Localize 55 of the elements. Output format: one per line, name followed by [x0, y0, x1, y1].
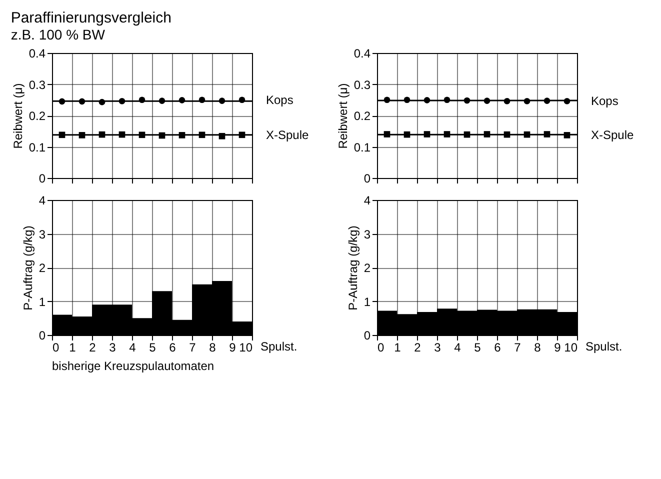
- y-axis-title: P-Auftrag (g/kg): [346, 226, 360, 310]
- y-tick-label: 4: [364, 194, 371, 208]
- x-tick-label: 8: [534, 340, 542, 354]
- x-tick-label: 6: [169, 340, 176, 354]
- y-axis-title: Reibwert (μ): [10, 83, 25, 149]
- series-label: X-Spule: [591, 128, 634, 142]
- y-tick-label: 0: [364, 328, 371, 342]
- y-axis-title: P-Auftrag (g/kg): [20, 226, 35, 310]
- series-label: Kops: [591, 94, 618, 108]
- text: bisherige Kreuzspulautomaten: [52, 359, 214, 373]
- y-tick-label: 4: [38, 194, 46, 208]
- x-tick-label: 8: [209, 340, 216, 354]
- y-tick-label: 0.3: [28, 78, 46, 92]
- x-tick-label: 1: [69, 340, 76, 354]
- x-tick-label: 10: [239, 340, 253, 354]
- x-tick-label: 5: [149, 340, 156, 354]
- x-tick-label: 3: [109, 340, 116, 354]
- y-tick-label: 0.2: [354, 109, 371, 123]
- y-tick-label: 1: [38, 294, 46, 309]
- x-tick-label: 6: [494, 340, 502, 354]
- y-tick-label: 0.1: [354, 140, 371, 154]
- x-tick-label: 1: [394, 340, 402, 354]
- chart-subtitle: z.B. 100 % BW: [10, 26, 106, 42]
- y-tick-label: 2: [38, 261, 46, 275]
- x-tick-label: 4: [129, 340, 136, 354]
- x-tick-label: 0: [378, 340, 384, 354]
- y-tick-label: 3: [38, 227, 46, 242]
- x-tick-label: 2: [89, 340, 96, 354]
- y-tick-label: 0.4: [28, 46, 46, 60]
- x-tick-label: 3: [434, 340, 442, 354]
- y-tick-label: 3: [364, 227, 371, 242]
- x-tick-label: 10: [564, 340, 578, 354]
- series-label: X-Spule: [266, 128, 310, 142]
- y-axis-title: Reibwert (μ): [336, 83, 350, 149]
- x-tick-label: 7: [514, 340, 522, 354]
- y-tick-label: 0.4: [354, 46, 371, 60]
- x-axis-title: Spulst.: [260, 340, 298, 354]
- y-tick-label: 0: [364, 172, 371, 186]
- y-tick-label: 1: [364, 294, 371, 309]
- x-axis-title: Spulst.: [586, 340, 622, 354]
- series-label: Kops: [266, 92, 294, 107]
- y-tick-label: 0.1: [28, 140, 46, 154]
- x-tick-label: 5: [474, 340, 482, 354]
- x-tick-label: 0: [52, 340, 60, 354]
- chart-title: Paraffinierungsvergleich: [10, 10, 172, 26]
- x-tick-label: 2: [414, 340, 422, 354]
- y-tick-label: 2: [364, 261, 371, 275]
- x-tick-label: 9: [554, 340, 562, 354]
- y-tick-label: 0: [38, 172, 46, 186]
- y-tick-label: 0.2: [28, 109, 46, 123]
- y-tick-label: 0.3: [354, 78, 371, 92]
- y-tick-label: 0: [38, 328, 46, 342]
- x-tick-label: 7: [189, 340, 196, 354]
- x-tick-label: 9: [229, 340, 236, 354]
- x-tick-label: 4: [454, 340, 462, 354]
